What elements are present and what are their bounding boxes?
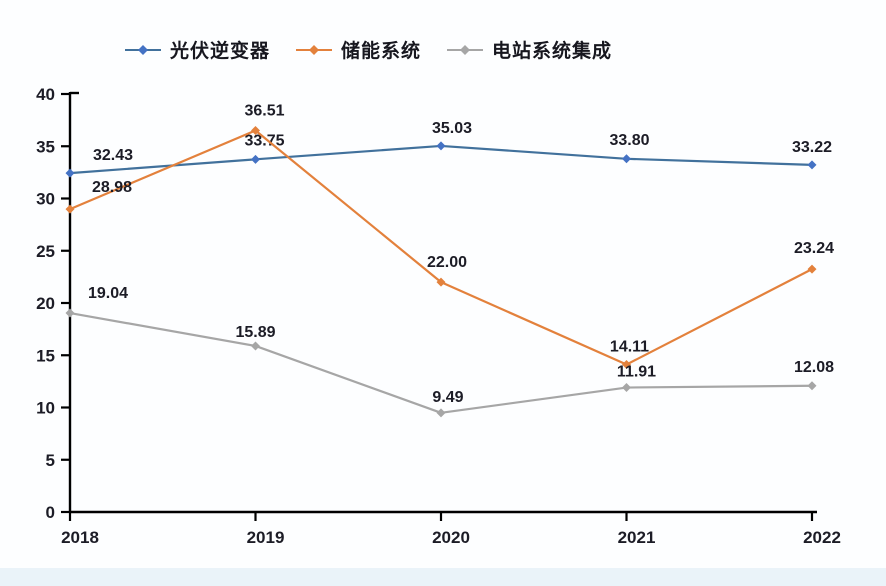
bottom-strip <box>0 568 886 586</box>
value-label: 36.51 <box>244 102 284 119</box>
value-label: 33.22 <box>792 139 832 156</box>
y-tick-label: 10 <box>36 399 55 418</box>
data-point-marker <box>807 264 817 274</box>
value-label: 12.08 <box>794 359 834 376</box>
data-point-marker <box>251 125 260 135</box>
line-diamond-marker-icon <box>296 44 333 56</box>
data-point-marker <box>65 308 75 318</box>
value-label: 22.00 <box>427 254 467 271</box>
data-point-marker <box>807 381 817 391</box>
value-label: 35.03 <box>432 120 472 137</box>
data-point-marker <box>807 160 817 170</box>
x-tick-label: 2020 <box>432 528 470 547</box>
chart-legend: 光伏逆变器 储能系统 电站系统集成 <box>125 36 612 63</box>
value-label: 9.49 <box>432 389 463 406</box>
line-diamond-marker-icon <box>125 44 161 56</box>
line-diamond-marker-icon <box>447 44 484 56</box>
value-label: 28.98 <box>92 179 132 196</box>
data-point-marker <box>436 277 446 287</box>
y-tick-label: 40 <box>36 85 55 104</box>
legend-label: 电站系统集成 <box>492 41 613 62</box>
x-tick-label: 2021 <box>618 528 656 547</box>
y-tick-label: 25 <box>36 242 55 261</box>
data-point-marker <box>436 141 446 151</box>
x-tick-label: 2022 <box>803 528 841 547</box>
legend-label: 光伏逆变器 <box>170 41 271 62</box>
data-point-marker <box>65 204 75 214</box>
data-point-marker <box>251 154 260 164</box>
value-label: 23.24 <box>794 240 834 257</box>
x-tick-label: 2019 <box>247 528 285 547</box>
legend-item-storage-system: 储能系统 <box>296 36 421 63</box>
y-tick-label: 15 <box>36 346 55 365</box>
x-tick-label: 2018 <box>61 528 99 547</box>
value-label: 19.04 <box>88 285 128 302</box>
value-label: 14.11 <box>610 339 649 356</box>
data-point-marker <box>622 383 631 393</box>
y-tick-label: 0 <box>46 503 55 522</box>
data-point-marker <box>65 168 75 178</box>
value-label: 33.75 <box>244 132 284 149</box>
data-point-marker <box>622 154 631 164</box>
y-tick-label: 35 <box>36 137 55 156</box>
y-tick-label: 30 <box>36 190 55 209</box>
value-label: 15.89 <box>235 324 275 341</box>
data-point-marker <box>251 341 260 351</box>
y-tick-label: 20 <box>36 294 55 313</box>
y-tick-label: 5 <box>46 451 55 470</box>
value-label: 33.80 <box>609 132 649 149</box>
legend-label: 储能系统 <box>341 41 422 62</box>
value-label: 32.43 <box>93 147 133 164</box>
data-point-marker <box>622 360 631 370</box>
legend-item-station-integration: 电站系统集成 <box>447 36 612 63</box>
legend-item-pv-inverter: 光伏逆变器 <box>125 36 270 63</box>
value-label: 11.91 <box>617 364 656 381</box>
data-point-marker <box>436 408 446 418</box>
